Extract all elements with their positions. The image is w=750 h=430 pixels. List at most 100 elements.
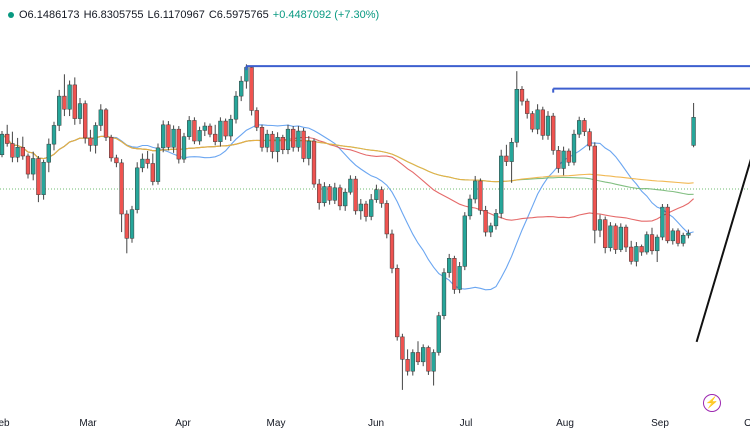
candle-body bbox=[623, 226, 629, 248]
candle-body bbox=[415, 352, 421, 363]
candle-body bbox=[20, 147, 25, 157]
candle-body bbox=[176, 128, 181, 160]
lightning-icon[interactable]: ⚡ bbox=[703, 394, 721, 412]
candle-body bbox=[249, 67, 254, 111]
candle-body bbox=[77, 103, 83, 119]
ohlc-high: H6.8305755 bbox=[83, 9, 144, 21]
candle-body bbox=[525, 100, 530, 114]
candle-body bbox=[103, 109, 109, 138]
ohlc-legend: O6.1486173 H6.8305755 L6.1170967 C6.5975… bbox=[0, 0, 383, 30]
candle-body bbox=[587, 131, 592, 147]
candle-body bbox=[72, 84, 77, 119]
candle-body bbox=[582, 120, 587, 132]
candle-body bbox=[124, 213, 129, 239]
x-tick-label: May bbox=[267, 418, 286, 429]
candle-body bbox=[467, 198, 473, 217]
candle-body bbox=[311, 140, 317, 185]
candle-body bbox=[436, 315, 441, 353]
x-tick-label: Aug bbox=[556, 418, 574, 429]
candle-body bbox=[119, 162, 124, 215]
candle-body bbox=[608, 225, 613, 248]
candle-body bbox=[379, 189, 384, 204]
candle-body bbox=[353, 178, 358, 212]
candle-body bbox=[681, 234, 686, 244]
candle-body bbox=[566, 150, 571, 163]
candle-body bbox=[41, 161, 46, 195]
candle-body bbox=[644, 234, 649, 253]
candle-body bbox=[639, 246, 644, 253]
candle-body bbox=[25, 155, 31, 175]
candle-body bbox=[691, 117, 696, 146]
ma-orange-line bbox=[1, 133, 694, 184]
candle-body bbox=[649, 234, 655, 252]
candle-body bbox=[389, 233, 395, 269]
candle-body bbox=[613, 225, 618, 250]
candle-body bbox=[519, 89, 525, 102]
candle-body bbox=[265, 133, 270, 148]
candle-body bbox=[202, 125, 207, 131]
candle-body bbox=[363, 203, 369, 217]
ma-blue-line bbox=[1, 124, 694, 291]
candle-body bbox=[571, 133, 577, 163]
candle-body bbox=[223, 120, 228, 137]
candle-body bbox=[499, 155, 504, 214]
candle-body bbox=[410, 352, 415, 372]
candle-body bbox=[296, 130, 301, 148]
candle-body bbox=[285, 128, 291, 151]
candle-body bbox=[629, 246, 634, 262]
candle-body bbox=[332, 187, 337, 201]
candle-body bbox=[597, 219, 603, 231]
candle-body bbox=[473, 180, 478, 200]
candle-body bbox=[228, 118, 233, 137]
candle-body bbox=[369, 199, 374, 217]
candle-body bbox=[145, 158, 150, 164]
candle-body bbox=[592, 145, 597, 231]
candle-body bbox=[150, 163, 155, 182]
candle-body bbox=[135, 167, 140, 210]
candle-body bbox=[686, 233, 691, 236]
candle-body bbox=[675, 230, 681, 244]
candle-body bbox=[540, 109, 545, 136]
candle-body bbox=[322, 186, 327, 204]
candle-body bbox=[187, 120, 192, 137]
ohlc-low: L6.1170967 bbox=[147, 9, 205, 21]
trend-line bbox=[695, 158, 750, 343]
ohlc-close: C6.5975765 bbox=[208, 9, 269, 21]
candle-body bbox=[348, 178, 353, 193]
candle-body bbox=[358, 203, 363, 212]
candle-body bbox=[509, 142, 514, 162]
candle-body bbox=[259, 127, 265, 148]
candle-body bbox=[233, 95, 239, 120]
candle-body bbox=[327, 186, 332, 201]
ohlc-change: +0.4487092 (+7.30%) bbox=[272, 9, 380, 21]
x-tick-label: eb bbox=[0, 418, 10, 429]
candle-body bbox=[166, 124, 171, 148]
candle-body bbox=[603, 219, 608, 248]
candle-body bbox=[317, 183, 322, 204]
candle-body bbox=[421, 347, 426, 363]
candle-body bbox=[192, 120, 197, 142]
candle-body bbox=[447, 258, 452, 273]
candle-body bbox=[109, 137, 114, 159]
candle-body bbox=[634, 246, 639, 262]
candle-body bbox=[254, 110, 259, 128]
candle-body bbox=[218, 120, 223, 142]
candle-body bbox=[171, 128, 176, 148]
candle-body bbox=[504, 155, 509, 162]
x-tick-label: Jul bbox=[460, 418, 473, 429]
candle-body bbox=[83, 103, 88, 139]
candle-body bbox=[291, 128, 296, 148]
x-tick-label: O bbox=[744, 418, 750, 429]
candle-body bbox=[239, 80, 244, 97]
candle-body bbox=[51, 125, 57, 145]
candle-body bbox=[114, 157, 119, 164]
x-tick-label: Sep bbox=[651, 418, 669, 429]
candle-body bbox=[10, 143, 15, 158]
candle-body bbox=[535, 109, 540, 130]
candle-body bbox=[431, 352, 436, 372]
candle-body bbox=[618, 226, 623, 250]
candle-body bbox=[488, 225, 493, 233]
x-tick-label: Mar bbox=[79, 418, 97, 429]
